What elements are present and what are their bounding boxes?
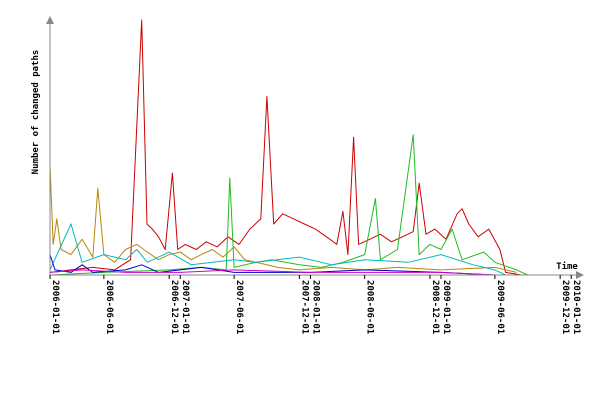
x-tick-label: 2007-12-01 xyxy=(299,280,309,334)
x-ticks-layer: 2006-01-01 2006-06-01 2006-12-01 2007-01-01… xyxy=(49,275,581,334)
y-axis-label: Number of changed paths xyxy=(31,50,41,175)
x-tick-label: 2009-12-01 xyxy=(560,280,570,334)
series-layer xyxy=(49,19,528,276)
series-line-6 xyxy=(49,269,495,276)
x-axis-arrowhead xyxy=(576,271,584,279)
x-tick-label: 2007-06-01 xyxy=(234,280,244,334)
series-line-2 xyxy=(49,165,517,273)
series-line-3 xyxy=(49,134,528,276)
x-tick-label: 2006-06-01 xyxy=(104,280,114,334)
x-tick-label: 2010-01-01 xyxy=(571,280,581,334)
series-line-1 xyxy=(49,19,522,276)
x-axis-label: Time xyxy=(556,261,578,272)
x-tick-label: 2008-01-01 xyxy=(310,280,320,334)
x-tick-label: 2008-06-01 xyxy=(365,280,375,334)
x-tick-label: 2009-01-01 xyxy=(441,280,451,334)
x-tick-label: 2008-12-01 xyxy=(430,280,440,334)
series-line-4 xyxy=(49,223,506,276)
x-tick-label: 2006-01-01 xyxy=(50,280,60,334)
x-tick-label: 2006-12-01 xyxy=(169,280,179,334)
axes-layer xyxy=(46,16,584,279)
y-axis-arrowhead xyxy=(46,16,54,24)
x-tick-label: 2007-01-01 xyxy=(180,280,190,334)
x-tick-label: 2009-06-01 xyxy=(495,280,505,334)
